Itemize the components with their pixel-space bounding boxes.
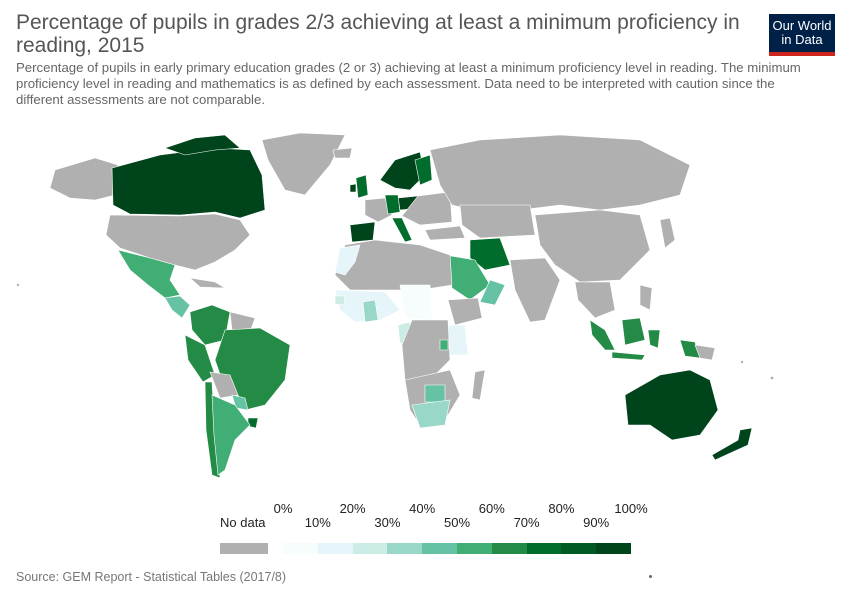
country-argentina bbox=[211, 394, 251, 476]
country-iran bbox=[469, 237, 511, 271]
legend-tick-30: 30% bbox=[374, 515, 401, 530]
country-botswana bbox=[424, 384, 446, 403]
country-greenland bbox=[261, 132, 346, 196]
country-indonesia-sulawesi bbox=[647, 329, 661, 349]
country-australia bbox=[624, 369, 719, 441]
country-new-zealand bbox=[711, 427, 753, 461]
island-hawaii bbox=[16, 283, 20, 287]
legend-tick-90: 90% bbox=[583, 515, 610, 530]
legend-bin-60-70[interactable] bbox=[491, 543, 527, 554]
legend-bin-20-30[interactable] bbox=[352, 543, 388, 554]
country-turkey bbox=[424, 225, 466, 241]
country-cuba bbox=[189, 277, 226, 289]
chart-title: Percentage of pupils in grades 2/3 achie… bbox=[16, 11, 740, 57]
legend-bin-0-10[interactable] bbox=[283, 543, 318, 554]
owid-logo[interactable]: Our World in Data bbox=[769, 14, 835, 56]
country-uk bbox=[355, 174, 369, 199]
country-uruguay bbox=[247, 417, 259, 429]
country-south-africa bbox=[411, 399, 451, 429]
legend-tick-80: 80% bbox=[548, 501, 575, 516]
island-pacific bbox=[740, 360, 744, 364]
legend-tick-60: 60% bbox=[478, 501, 505, 516]
logo-line-2: in Data bbox=[781, 32, 823, 47]
country-kenya bbox=[447, 324, 469, 356]
country-canada bbox=[111, 147, 266, 219]
country-philippines bbox=[639, 284, 653, 311]
legend-tick-40: 40% bbox=[409, 501, 436, 516]
country-spain bbox=[349, 221, 376, 243]
decorative-dot bbox=[649, 575, 652, 578]
country-indonesia-sumatra bbox=[589, 319, 616, 351]
country-ireland bbox=[349, 183, 357, 193]
country-germany bbox=[384, 194, 401, 215]
country-southeast-asia bbox=[574, 281, 616, 319]
legend-color-scale bbox=[283, 543, 631, 554]
legend-bin-50-60[interactable] bbox=[456, 543, 492, 554]
country-ethiopia bbox=[447, 297, 483, 326]
country-iceland bbox=[332, 147, 353, 159]
world-map[interactable] bbox=[0, 110, 850, 480]
legend-tick-100: 100% bbox=[614, 501, 648, 516]
country-mexico bbox=[117, 249, 181, 299]
country-brazil bbox=[214, 327, 291, 411]
country-central-america bbox=[164, 295, 191, 319]
legend-tick-0: 0% bbox=[273, 501, 293, 516]
legend-tick-70: 70% bbox=[513, 515, 540, 530]
country-uganda bbox=[439, 339, 449, 351]
country-bolivia bbox=[209, 371, 239, 399]
country-west-papua bbox=[694, 344, 716, 361]
country-usa bbox=[105, 213, 251, 271]
country-france bbox=[364, 197, 393, 223]
country-morocco bbox=[334, 244, 361, 276]
country-peru bbox=[184, 334, 216, 383]
legend-no-data-swatch bbox=[220, 543, 268, 554]
logo-line-1: Our World bbox=[772, 18, 832, 33]
country-niger bbox=[399, 284, 433, 321]
country-japan bbox=[659, 217, 676, 249]
legend-bin-80-90[interactable] bbox=[561, 543, 597, 554]
country-north-africa bbox=[334, 239, 453, 291]
country-china bbox=[534, 209, 651, 283]
country-kazakhstan bbox=[459, 204, 536, 239]
island-fiji bbox=[770, 376, 774, 380]
source-note: Source: GEM Report - Statistical Tables … bbox=[16, 570, 287, 584]
legend-bin-70-80[interactable] bbox=[526, 543, 562, 554]
chart-subtitle: Percentage of pupils in early primary ed… bbox=[16, 60, 801, 107]
legend-bin-90-100[interactable] bbox=[596, 543, 631, 554]
country-indonesia-java bbox=[611, 351, 646, 361]
legend-bin-40-50[interactable] bbox=[422, 543, 457, 554]
legend-tick-10: 10% bbox=[304, 515, 331, 530]
legend-tick-50: 50% bbox=[443, 515, 471, 530]
country-canada-islands bbox=[164, 134, 241, 156]
legend-no-data-label: No data bbox=[220, 515, 266, 530]
legend-bin-10-20[interactable] bbox=[317, 543, 353, 554]
country-finland bbox=[414, 154, 433, 186]
country-alaska bbox=[49, 157, 119, 201]
country-russia bbox=[429, 134, 691, 213]
legend-bin-30-40[interactable] bbox=[387, 543, 423, 554]
country-indonesia-borneo bbox=[621, 317, 646, 346]
country-italy bbox=[391, 217, 413, 243]
country-ghana bbox=[362, 299, 379, 323]
country-oman bbox=[479, 279, 506, 306]
country-madagascar bbox=[471, 369, 486, 401]
country-senegal bbox=[334, 295, 346, 306]
country-india bbox=[509, 257, 561, 323]
legend-tick-20: 20% bbox=[339, 501, 366, 516]
